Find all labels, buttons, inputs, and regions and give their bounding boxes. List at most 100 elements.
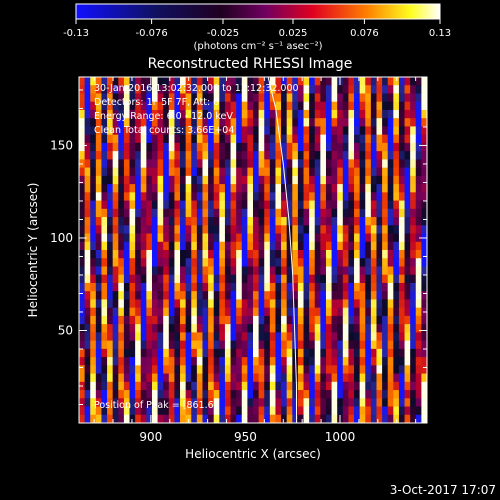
heatmap-cell [303,282,310,292]
heatmap-cell [247,291,254,300]
heatmap-cell [236,307,243,317]
heatmap-cell [314,266,321,276]
heatmap-cell [303,299,310,309]
heatmap-cell [258,348,265,358]
heatmap-cell [387,192,394,201]
heatmap-cell [208,109,215,119]
heatmap-cell [146,85,153,94]
heatmap-cell [348,398,355,407]
heatmap-cell [208,307,215,317]
heatmap-cell [342,266,349,276]
heatmap-cell [180,307,187,317]
heatmap-cell [376,357,383,366]
heatmap-cell [309,414,316,423]
heatmap-cell [107,167,114,177]
heatmap-cell [331,77,338,86]
heatmap-cell [140,307,147,317]
heatmap-cell [359,282,366,292]
heatmap-cell [118,241,125,251]
heatmap-cell [135,258,142,267]
x-tick-label: 950 [234,430,257,444]
heatmap-cell [224,332,231,342]
heatmap-cell [415,398,422,407]
heatmap-cell [247,208,254,218]
heatmap-cell [90,324,97,333]
heatmap-cell [107,315,114,325]
heatmap-cell [241,233,248,243]
heatmap-cell [208,365,215,374]
heatmap-cell [180,151,187,160]
heatmap-cell [247,159,254,169]
heatmap-cell [112,101,119,111]
heatmap-cell [376,159,383,169]
heatmap-cell [348,282,355,292]
heatmap-cell [107,126,114,136]
heatmap-cell [275,134,282,144]
heatmap-cell [219,406,226,416]
heatmap-cell [303,225,310,234]
heatmap-cell [95,398,102,407]
heatmap-cell [236,208,243,218]
heatmap-cell [230,159,237,169]
heatmap-cell [208,233,215,243]
heatmap-cell [151,175,158,185]
heatmap-cell [118,324,125,333]
heatmap-cell [118,348,125,358]
heatmap-cell [286,381,293,391]
heatmap-cell [135,324,142,333]
heatmap-cell [281,200,288,210]
heatmap-cell [168,208,175,218]
heatmap-cell [118,381,125,391]
heatmap-cell [112,217,119,226]
heatmap-cell [404,258,411,267]
heatmap-cell [415,390,422,399]
heatmap-cell [359,348,366,358]
heatmap-cell [281,381,288,391]
heatmap-cell [359,398,366,407]
heatmap-cell [202,348,209,358]
heatmap-cell [224,77,231,86]
heatmap-cell [264,93,271,103]
heatmap-cell [325,340,332,350]
heatmap-cell [163,398,170,407]
heatmap-cell [95,109,102,119]
heatmap-cell [213,266,220,276]
heatmap-cell [236,340,243,350]
heatmap-cell [118,357,125,366]
heatmap-cell [79,315,86,325]
heatmap-cell [140,340,147,350]
heatmap-cell [354,142,361,152]
heatmap-cell [79,175,86,185]
heatmap-cell [314,101,321,111]
heatmap-cell [107,151,114,160]
heatmap-cell [230,348,237,358]
heatmap-cell [314,373,321,383]
heatmap-cell [191,315,198,325]
heatmap-cell [247,373,254,383]
heatmap-cell [140,258,147,267]
heatmap-cell [264,390,271,399]
heatmap-cell [415,151,422,160]
heatmap-cell [213,299,220,309]
heatmap-cell [213,258,220,267]
heatmap-cell [404,307,411,317]
heatmap-cell [241,315,248,325]
heatmap-cell [95,340,102,350]
heatmap-cell [107,373,114,383]
heatmap-cell [359,266,366,276]
heatmap-cell [410,167,417,177]
heatmap-cell [135,340,142,350]
heatmap-cell [415,315,422,325]
heatmap-cell [281,217,288,226]
heatmap-cell [269,315,276,325]
heatmap-cell [118,291,125,300]
heatmap-cell [359,184,366,193]
heatmap-cell [281,241,288,251]
heatmap-cell [359,241,366,251]
heatmap-cell [95,192,102,201]
heatmap-cell [224,233,231,243]
heatmap-cell [292,258,299,267]
heatmap-cell [213,274,220,284]
heatmap-cell [303,85,310,94]
heatmap-cell [90,250,97,259]
